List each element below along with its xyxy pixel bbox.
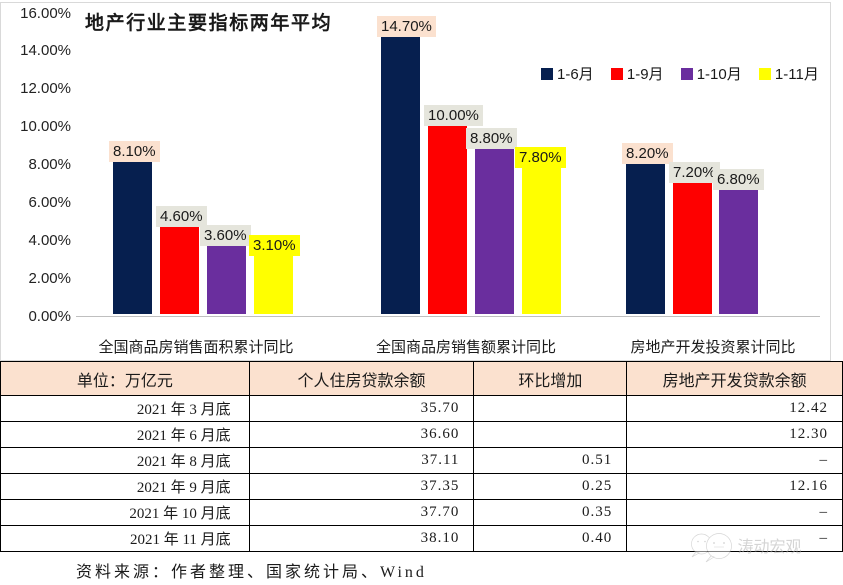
- svg-text:涛动宏观: 涛动宏观: [738, 538, 802, 556]
